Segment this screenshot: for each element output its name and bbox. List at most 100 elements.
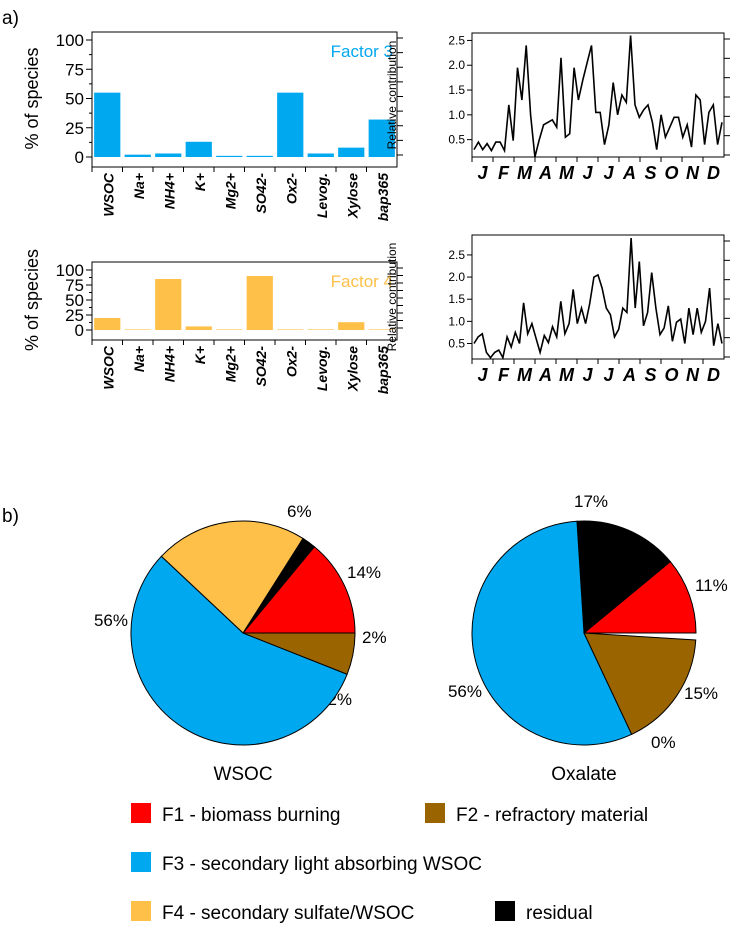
factor4-profile-bar bbox=[277, 329, 304, 330]
factor3-profile-bar bbox=[246, 155, 273, 157]
oxalate-pie-slice-label: 15% bbox=[684, 684, 718, 703]
factor3-time-xtick-label: J bbox=[603, 163, 614, 183]
factor3-profile-bar bbox=[277, 92, 304, 157]
wsoc-pie-slice-label: 2% bbox=[362, 628, 387, 647]
factor4-time-xtick-label: S bbox=[644, 365, 656, 385]
oxalate-pie-slice-f1 bbox=[582, 560, 697, 634]
factor4-time-xtick-label: J bbox=[582, 365, 593, 385]
factor4-profile-category-label: Ox2- bbox=[283, 346, 299, 377]
factor4-profile-category-label: bap365 bbox=[375, 346, 391, 394]
factor3-profile-category-label: SO42- bbox=[253, 173, 269, 214]
factor4-profile-category-label: SO42- bbox=[253, 346, 269, 387]
factor3-time-xtick-label: A bbox=[538, 163, 552, 183]
factor4-time-xtick-label: O bbox=[664, 365, 678, 385]
factor3-profile-bar bbox=[124, 154, 151, 157]
oxalate-pie-slice-residual bbox=[576, 520, 672, 635]
factor4-profile-bar bbox=[216, 329, 243, 330]
legend-swatch-f1 bbox=[131, 803, 151, 823]
wsoc-pie-slice-label: 14% bbox=[347, 563, 381, 582]
factor3-time-ytick-label: 1.0 bbox=[448, 108, 465, 122]
factor3-profile-category-label: NH4+ bbox=[161, 173, 177, 209]
wsoc-pie-slice-f2 bbox=[242, 632, 356, 675]
oxalate-pie-slice-label: 11% bbox=[695, 576, 728, 595]
factor3-time-xtick-label: A bbox=[622, 163, 636, 183]
legend-label-f4: F4 - secondary sulfate/WSOC bbox=[162, 903, 414, 924]
factor4-time-ytick-label: 0.5 bbox=[448, 337, 465, 351]
factor3-time-xtick-label: M bbox=[559, 163, 575, 183]
factor3-time-frame bbox=[471, 32, 725, 158]
factor4-time-ytick-label: 2.5 bbox=[448, 248, 465, 262]
factor3-profile-ytick-label: 75 bbox=[65, 60, 84, 79]
wsoc-pie-slice-f3 bbox=[130, 555, 348, 746]
oxalate-pie-slice-label: 0% bbox=[651, 733, 676, 752]
factor3-time-xtick-label: D bbox=[707, 163, 720, 183]
wsoc-pie-label: WSOC bbox=[213, 764, 272, 785]
legend-swatch-f3 bbox=[131, 852, 151, 872]
factor4-profile-category-label: Na+ bbox=[131, 346, 147, 372]
factor3-profile-category-label: Na+ bbox=[131, 173, 147, 199]
factor4-profile-category-label: WSOC bbox=[100, 345, 116, 389]
factor4-time-xtick-label: D bbox=[707, 365, 720, 385]
factor4-time-frame bbox=[471, 234, 725, 360]
factor4-profile-bar bbox=[185, 326, 212, 330]
legend: F1 - biomass burning F2 - refractory mat… bbox=[131, 803, 648, 924]
factor4-time-ylabel: Relative contribution bbox=[385, 243, 399, 352]
factor4-time-xtick-label: J bbox=[477, 365, 488, 385]
factor3-time-ylabel: Relative contribution bbox=[385, 41, 399, 150]
factor3-time-xtick-label: S bbox=[644, 163, 656, 183]
factor4-time-xtick-label: M bbox=[559, 365, 575, 385]
factor3-profile-ytick-label: 50 bbox=[65, 90, 84, 109]
factor3-time-ytick-label: 2.5 bbox=[448, 33, 465, 47]
legend-swatch-f2 bbox=[425, 803, 445, 823]
factor4-time-xtick-label: N bbox=[686, 365, 700, 385]
factor4-profile-ytick-label: 25 bbox=[65, 306, 84, 325]
factor3-time-xtick-label: M bbox=[517, 163, 533, 183]
factor4-time-ytick-label: 2.0 bbox=[448, 270, 465, 284]
factor3-profile-bar bbox=[307, 153, 334, 157]
factor3-profile-ytick-label: 100 bbox=[56, 31, 84, 50]
factor4-profile-bar bbox=[368, 329, 395, 330]
factor3-time-ytick-label: 1.5 bbox=[448, 83, 465, 97]
factor3-profile-bar bbox=[155, 153, 182, 157]
factor3-profile-chart: 0 25 50 75 100 WSOC Na+ NH4+ K+ Mg2+ SO42- Ox2- Levo… bbox=[22, 31, 403, 221]
factor3-time-xtick-label: O bbox=[664, 163, 678, 183]
factor3-profile-bar bbox=[185, 141, 212, 157]
factor3-time-series-line bbox=[473, 35, 723, 158]
factor3-profile-category-label: WSOC bbox=[100, 172, 116, 216]
factor4-time-ytick-label: 1.0 bbox=[448, 314, 465, 328]
factor4-time-xtick-label: F bbox=[498, 365, 510, 385]
legend-label-f1: F1 - biomass burning bbox=[162, 805, 340, 826]
factor3-profile-category-label: Ox2- bbox=[283, 173, 299, 204]
wsoc-pie-slice-label: 6% bbox=[287, 502, 312, 521]
factor4-profile-ytick-label: 100 bbox=[56, 261, 84, 280]
oxalate-pie-slice-f3 bbox=[471, 520, 633, 746]
factor4-profile-bar bbox=[124, 329, 151, 330]
factor4-time-xtick-label: A bbox=[538, 365, 552, 385]
factor3-time-xtick-label: N bbox=[686, 163, 700, 183]
factor4-time-xtick-label: J bbox=[603, 365, 614, 385]
factor3-profile-ytick-label: 0 bbox=[75, 148, 84, 167]
wsoc-pie-chart: 14%2%22%56%6%WSOC bbox=[94, 502, 387, 785]
factor4-profile-bar bbox=[338, 322, 365, 330]
factor3-profile-bar bbox=[94, 92, 121, 157]
factor4-profile-category-label: NH4+ bbox=[161, 346, 177, 382]
wsoc-pie-slice-f1 bbox=[241, 545, 356, 634]
factor3-time-xtick-label: J bbox=[582, 163, 593, 183]
factor4-profile-category-label: K+ bbox=[192, 346, 208, 364]
oxalate-pie-chart: 11% 0% 15% 56% 17% Oxalate bbox=[448, 492, 728, 785]
factor4-profile-ylabel: % of species bbox=[22, 249, 42, 351]
factor3-profile-category-label: Levog. bbox=[314, 173, 330, 218]
factor3-profile-category-label: Mg2+ bbox=[222, 173, 238, 209]
factor3-profile-category-label: K+ bbox=[192, 173, 208, 191]
factor3-time-ytick-label: 2.0 bbox=[448, 58, 465, 72]
factor3-profile-ylabel: % of species bbox=[22, 47, 42, 149]
factor4-profile-title: Factor 4 bbox=[331, 272, 393, 291]
factor3-profile-title: Factor 3 bbox=[331, 42, 393, 61]
legend-swatch-f4 bbox=[131, 901, 151, 921]
wsoc-pie-slice-f4 bbox=[160, 520, 304, 634]
factor4-profile-bar bbox=[307, 329, 334, 330]
legend-label-residual: residual bbox=[526, 903, 593, 924]
